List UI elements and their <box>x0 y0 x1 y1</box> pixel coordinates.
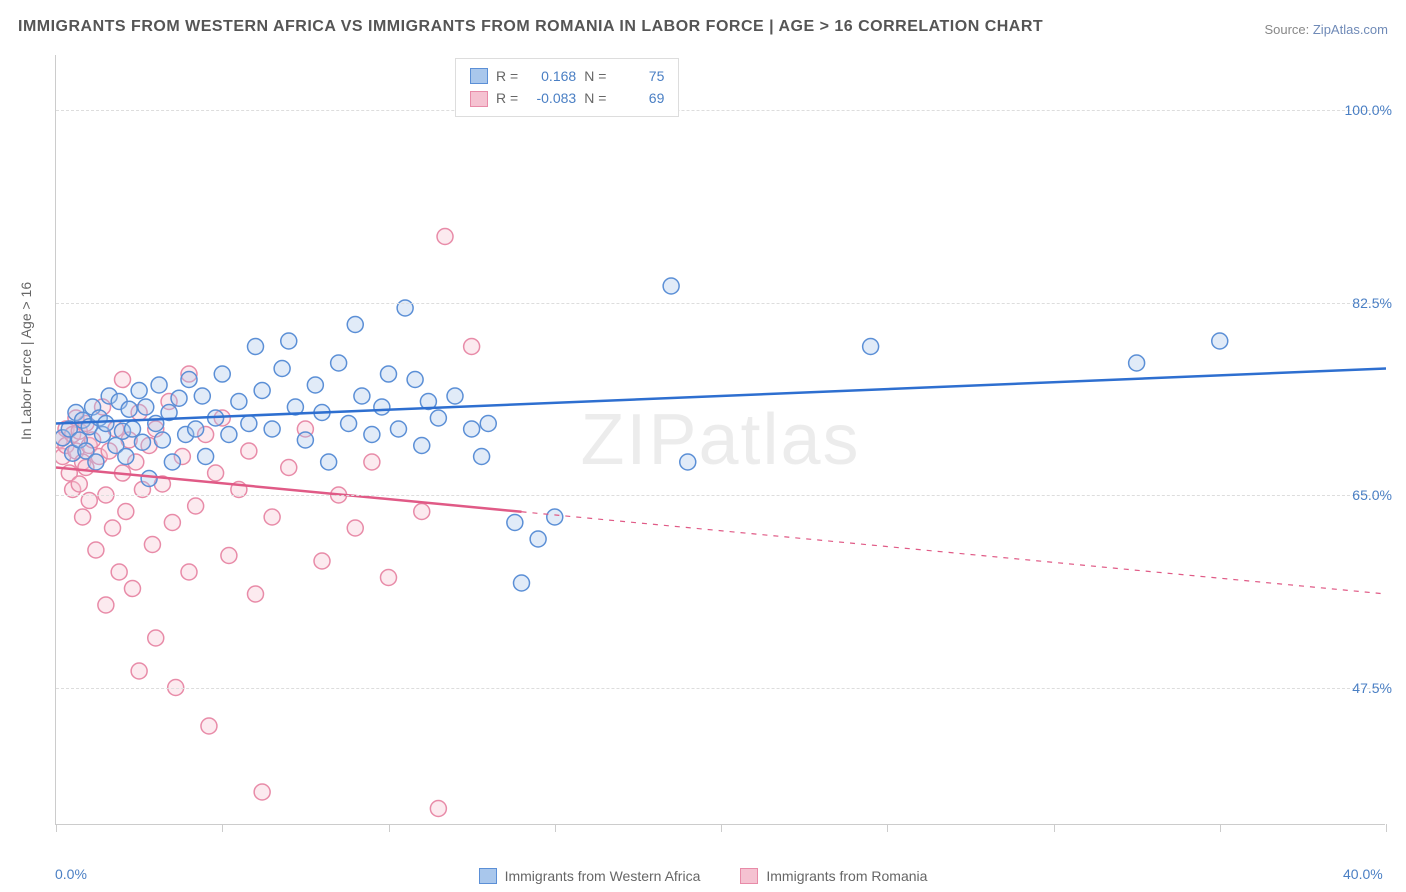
chart-container: IMMIGRANTS FROM WESTERN AFRICA VS IMMIGR… <box>0 0 1406 892</box>
r-label: R = <box>496 87 518 109</box>
plot-area: ZIPatlas <box>55 55 1385 825</box>
x-tick-label: 0.0% <box>55 866 87 882</box>
legend-swatch-series2 <box>740 868 758 884</box>
chart-title: IMMIGRANTS FROM WESTERN AFRICA VS IMMIGR… <box>18 18 1043 36</box>
legend-item-series1: Immigrants from Western Africa <box>479 868 701 884</box>
y-tick-label: 82.5% <box>1352 295 1392 311</box>
source-prefix: Source: <box>1264 22 1312 37</box>
legend-label-series2: Immigrants from Romania <box>766 868 927 884</box>
stats-row-series1: R = 0.168 N = 75 <box>470 65 664 87</box>
swatch-series1 <box>470 68 488 84</box>
r-value-series2: -0.083 <box>526 87 576 109</box>
legend-label-series1: Immigrants from Western Africa <box>505 868 701 884</box>
n-value-series1: 75 <box>614 65 664 87</box>
source-link[interactable]: ZipAtlas.com <box>1313 22 1388 37</box>
swatch-series2 <box>470 91 488 107</box>
r-label: R = <box>496 65 518 87</box>
legend-item-series2: Immigrants from Romania <box>740 868 927 884</box>
legend-swatch-series1 <box>479 868 497 884</box>
n-value-series2: 69 <box>614 87 664 109</box>
bottom-legend: Immigrants from Western Africa Immigrant… <box>0 868 1406 884</box>
y-tick-label: 65.0% <box>1352 487 1392 503</box>
source-attribution: Source: ZipAtlas.com <box>1264 22 1388 37</box>
chart-svg <box>56 55 1386 825</box>
watermark: ZIPatlas <box>580 399 860 481</box>
n-label: N = <box>584 65 606 87</box>
x-tick-label: 40.0% <box>1343 866 1383 882</box>
y-tick-label: 100.0% <box>1345 102 1392 118</box>
r-value-series1: 0.168 <box>526 65 576 87</box>
y-axis-label: In Labor Force | Age > 16 <box>18 282 34 440</box>
stats-row-series2: R = -0.083 N = 69 <box>470 87 664 109</box>
n-label: N = <box>584 87 606 109</box>
y-tick-label: 47.5% <box>1352 680 1392 696</box>
stats-legend: R = 0.168 N = 75 R = -0.083 N = 69 <box>455 58 679 117</box>
